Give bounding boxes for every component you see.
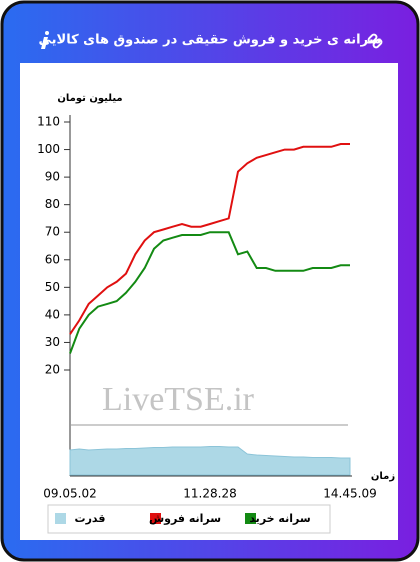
y-tick-label: 110	[37, 115, 60, 129]
series-line	[69, 143, 350, 335]
x-tick-label: 09.05.02	[43, 487, 96, 501]
series-area	[69, 446, 351, 476]
info-icon[interactable]	[41, 31, 49, 49]
y-tick-label: 80	[45, 197, 60, 211]
y-tick-label: 30	[45, 335, 60, 349]
legend-swatch	[245, 513, 256, 524]
x-tick-label: 11.28.28	[183, 487, 236, 501]
x-axis-label: زمان	[371, 471, 395, 482]
x-tick-label: 14.45.09	[323, 487, 376, 501]
legend	[47, 504, 331, 534]
y-axis-label: میلیون تومان	[57, 93, 122, 104]
legend-swatch	[55, 513, 66, 524]
y-tick-label: 40	[45, 307, 60, 321]
link-icon[interactable]	[367, 33, 383, 49]
y-tick-label: 60	[45, 252, 60, 266]
legend-label: سرانه فروش	[149, 512, 221, 525]
legend-label: قدرت	[75, 512, 106, 525]
series-line	[69, 231, 350, 354]
y-tick-label: 70	[45, 225, 60, 239]
header-title: سرانه ی خرید و فروش حقیقی در صندوق های ک…	[38, 33, 381, 48]
y-tick-label: 100	[37, 142, 60, 156]
watermark: LiveTSE.ir	[102, 381, 255, 418]
legend-swatch	[150, 513, 161, 524]
y-tick-label: 50	[45, 280, 60, 294]
y-tick-label: 20	[45, 363, 60, 377]
legend-label: سرانه خرید	[249, 512, 310, 525]
y-tick-label: 90	[45, 170, 60, 184]
